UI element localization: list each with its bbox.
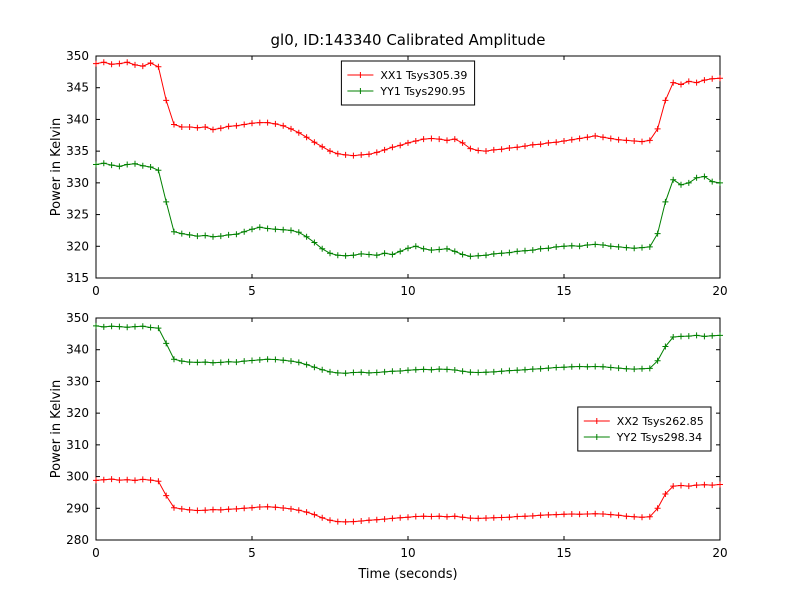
- y-tick-label: 350: [66, 311, 89, 325]
- series-markers-xx1: [93, 59, 723, 159]
- legend: XX1 Tsys305.39 YY1 Tsys290.95: [340, 60, 476, 106]
- y-tick-label: 350: [66, 49, 89, 63]
- series-line-yy1: [95, 162, 721, 257]
- y-tick-label: 335: [66, 144, 89, 158]
- y-axis-label: Power in Kelvin: [49, 118, 64, 216]
- legend-label: XX1 Tsys305.39: [380, 69, 467, 82]
- x-tick-label: 20: [712, 284, 727, 298]
- legend-box: [340, 60, 476, 106]
- x-tick-label: 5: [248, 284, 256, 298]
- x-tick-label: 10: [400, 546, 415, 560]
- x-tick-label: 5: [248, 546, 256, 560]
- x-axis-label: Time (seconds): [357, 567, 457, 582]
- y-tick-label: 310: [66, 438, 89, 452]
- y-tick-label: 315: [66, 271, 89, 285]
- y-tick-label: 300: [66, 470, 89, 484]
- x-tick-label: 20: [712, 546, 727, 560]
- series-markers-yy2: [93, 322, 723, 377]
- y-tick-label: 325: [66, 208, 89, 222]
- legend-sample-marker: [593, 434, 600, 440]
- x-tick-label: 0: [92, 546, 100, 560]
- y-tick-label: 330: [66, 374, 89, 388]
- legend-box: [577, 406, 712, 452]
- subplot-2: 0 5 10 15 20 280 290 300 310 320 330 340 350 Time (se…: [49, 311, 728, 582]
- legend-label: YY2 Tsys298.34: [616, 431, 702, 444]
- x-tick-label: 15: [556, 546, 571, 560]
- y-tick-label: 340: [66, 112, 89, 126]
- y-tick-label: 345: [66, 81, 89, 95]
- y-axis-label: Power in Kelvin: [49, 380, 64, 478]
- subplot-1: 0 5 10 15 20 315 320 325 330 335 340 345 350 gl0, ID:…: [49, 31, 728, 298]
- legend-sample-marker: [357, 72, 364, 78]
- series-markers-xx2: [93, 476, 723, 525]
- y-tick-label: 290: [66, 501, 89, 515]
- legend-label: XX2 Tsys262.85: [617, 415, 704, 428]
- legend-label: YY1 Tsys290.95: [379, 85, 465, 98]
- y-tick-label: 320: [66, 239, 89, 253]
- x-tick-label: 15: [556, 284, 571, 298]
- legend-sample-marker: [357, 88, 364, 94]
- x-tick-label: 10: [400, 284, 415, 298]
- y-tick-label: 340: [66, 343, 89, 357]
- legend-sample-marker: [593, 418, 600, 424]
- legend: XX2 Tsys262.85 YY2 Tsys298.34: [577, 406, 712, 452]
- x-tick-label: 0: [92, 284, 100, 298]
- chart-title: gl0, ID:143340 Calibrated Amplitude: [271, 31, 546, 49]
- y-tick-label: 330: [66, 176, 89, 190]
- y-tick-label: 280: [66, 533, 89, 547]
- series-markers-yy1: [93, 160, 723, 260]
- y-tick-label: 320: [66, 406, 89, 420]
